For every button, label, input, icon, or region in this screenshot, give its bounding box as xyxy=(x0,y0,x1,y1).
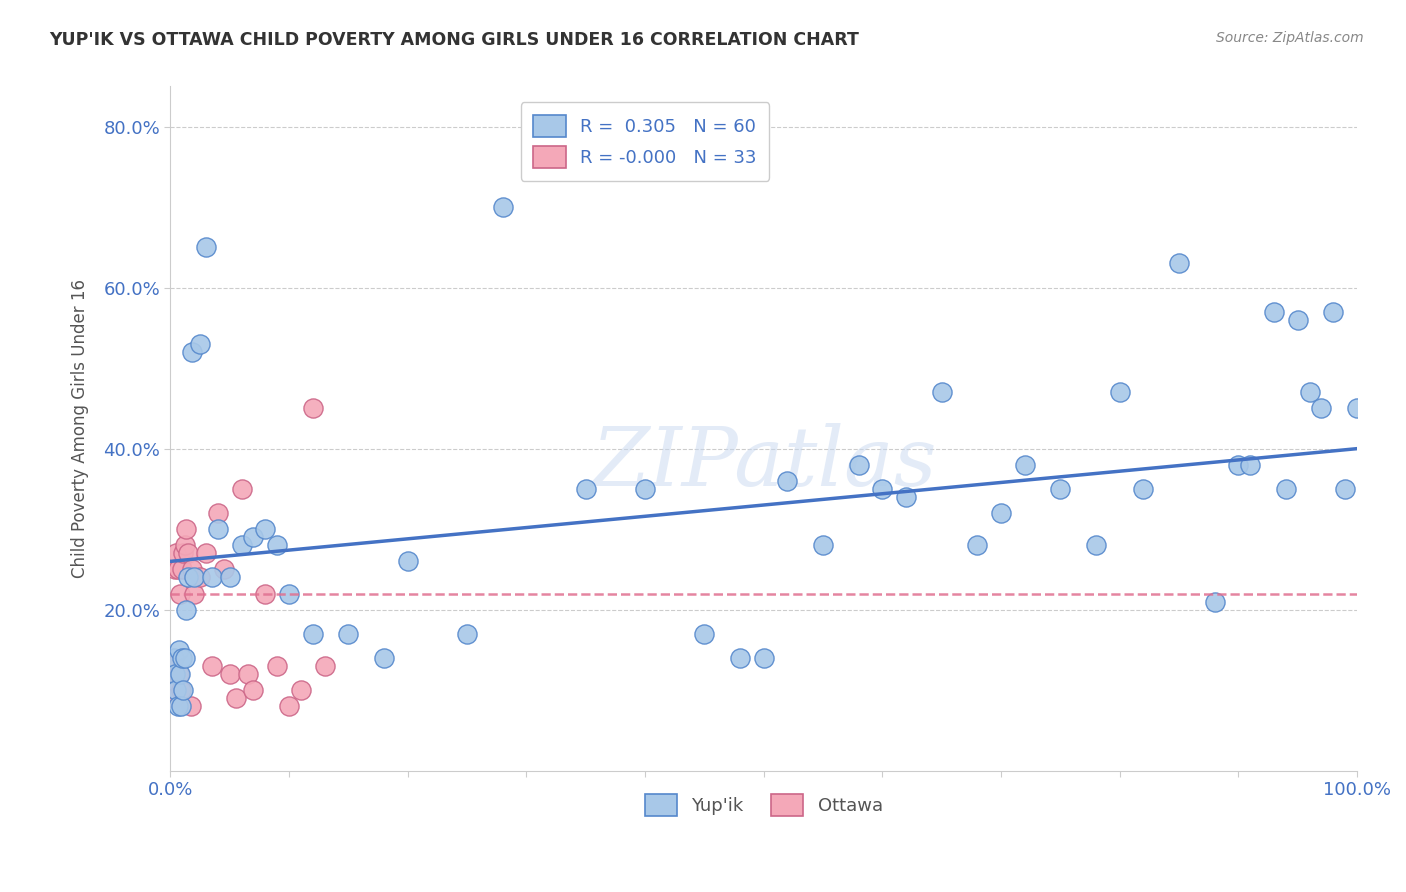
Point xyxy=(166,562,188,576)
Point xyxy=(1334,482,1357,496)
Point xyxy=(301,627,323,641)
Point xyxy=(1310,401,1333,416)
Point xyxy=(173,651,195,665)
Point xyxy=(693,627,716,641)
Point xyxy=(165,683,187,698)
Point xyxy=(165,562,187,576)
Point xyxy=(396,554,419,568)
Point xyxy=(236,667,259,681)
Point xyxy=(183,586,205,600)
Point xyxy=(575,482,598,496)
Point xyxy=(167,643,190,657)
Point xyxy=(170,683,193,698)
Point xyxy=(218,570,240,584)
Point xyxy=(1322,305,1344,319)
Point xyxy=(1168,256,1191,270)
Point xyxy=(177,570,200,584)
Point xyxy=(1346,401,1368,416)
Point xyxy=(278,586,301,600)
Point xyxy=(1084,538,1107,552)
Point xyxy=(242,530,264,544)
Point xyxy=(966,538,988,552)
Point xyxy=(872,482,894,496)
Point xyxy=(290,683,312,698)
Point xyxy=(266,538,288,552)
Point xyxy=(1014,458,1036,472)
Point xyxy=(165,667,187,681)
Point xyxy=(752,651,775,665)
Point xyxy=(201,659,224,673)
Point xyxy=(1227,458,1250,472)
Point xyxy=(172,683,194,698)
Point xyxy=(811,538,834,552)
Point xyxy=(848,458,870,472)
Text: YUP'IK VS OTTAWA CHILD POVERTY AMONG GIRLS UNDER 16 CORRELATION CHART: YUP'IK VS OTTAWA CHILD POVERTY AMONG GIR… xyxy=(49,31,859,49)
Legend: Yup'ik, Ottawa: Yup'ik, Ottawa xyxy=(637,787,890,823)
Point xyxy=(337,627,360,641)
Point xyxy=(492,200,515,214)
Point xyxy=(728,651,751,665)
Point xyxy=(163,691,186,706)
Point xyxy=(931,385,953,400)
Point xyxy=(634,482,657,496)
Point xyxy=(195,546,218,560)
Point xyxy=(162,675,184,690)
Point xyxy=(212,562,235,576)
Point xyxy=(160,659,183,673)
Y-axis label: Child Poverty Among Girls Under 16: Child Poverty Among Girls Under 16 xyxy=(72,279,89,578)
Point xyxy=(1049,482,1071,496)
Point xyxy=(242,683,264,698)
Point xyxy=(231,482,253,496)
Text: Source: ZipAtlas.com: Source: ZipAtlas.com xyxy=(1216,31,1364,45)
Point xyxy=(225,691,247,706)
Point xyxy=(1204,594,1226,608)
Point xyxy=(180,345,202,359)
Point xyxy=(1239,458,1261,472)
Point xyxy=(254,586,277,600)
Point xyxy=(456,627,478,641)
Point xyxy=(163,651,186,665)
Point xyxy=(254,522,277,536)
Point xyxy=(301,401,323,416)
Point xyxy=(188,337,211,351)
Point xyxy=(174,602,197,616)
Point xyxy=(266,659,288,673)
Point xyxy=(373,651,395,665)
Point xyxy=(201,570,224,584)
Point xyxy=(1286,313,1309,327)
Point xyxy=(1298,385,1320,400)
Point xyxy=(207,506,229,520)
Point xyxy=(174,522,197,536)
Point xyxy=(169,586,191,600)
Point xyxy=(173,538,195,552)
Point xyxy=(177,546,200,560)
Point xyxy=(188,570,211,584)
Text: ZIPatlas: ZIPatlas xyxy=(591,423,936,503)
Point xyxy=(183,570,205,584)
Point xyxy=(207,522,229,536)
Point xyxy=(776,474,799,488)
Point xyxy=(1108,385,1130,400)
Point xyxy=(278,699,301,714)
Point xyxy=(167,667,190,681)
Point xyxy=(180,562,202,576)
Point xyxy=(165,546,187,560)
Point xyxy=(166,699,188,714)
Point xyxy=(1275,482,1298,496)
Point xyxy=(231,538,253,552)
Point xyxy=(1132,482,1154,496)
Point xyxy=(169,667,191,681)
Point xyxy=(172,562,194,576)
Point xyxy=(218,667,240,681)
Point xyxy=(172,651,194,665)
Point xyxy=(170,699,193,714)
Point xyxy=(1263,305,1285,319)
Point xyxy=(990,506,1012,520)
Point xyxy=(894,490,917,504)
Point xyxy=(195,240,218,254)
Point xyxy=(172,546,194,560)
Point xyxy=(180,699,202,714)
Point xyxy=(314,659,336,673)
